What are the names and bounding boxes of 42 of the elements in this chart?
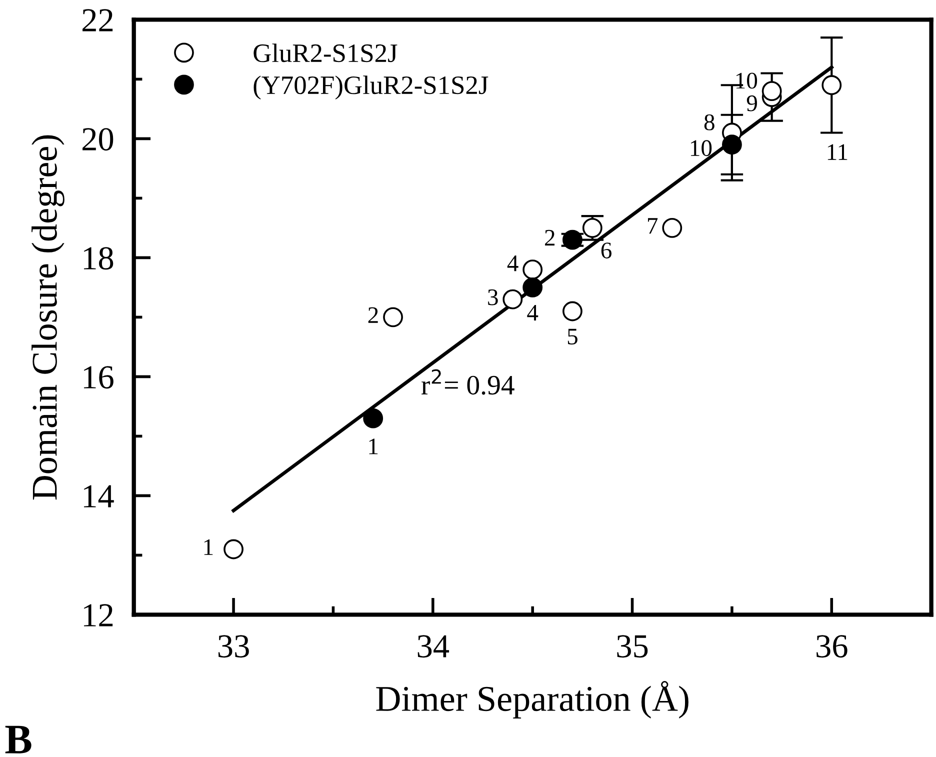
annotation: 5 [568, 328, 578, 345]
y-tick-label: 22 [82, 9, 113, 32]
annotation: 8 [704, 114, 714, 130]
annotation: 9 [746, 95, 757, 112]
legend-label: GluR2-S1S2J [254, 44, 398, 62]
text: B [5, 726, 32, 754]
point [224, 539, 244, 560]
annotation: 1 [204, 539, 213, 555]
point [383, 307, 403, 328]
point [562, 301, 582, 322]
point [722, 134, 742, 155]
point [522, 277, 543, 298]
point [522, 260, 543, 280]
x-tick-label: 36 [816, 635, 848, 658]
annotation: 6 [601, 242, 612, 258]
annotation: r$^{2}$= 0.94 [421, 369, 514, 395]
y-axis-title: Domain Closure (degree) [32, 135, 64, 500]
y-tick-label: 12 [84, 604, 113, 626]
point [762, 81, 782, 102]
y-tick-label: 20 [82, 128, 114, 151]
point [502, 289, 523, 310]
annotation: 10 [736, 72, 758, 89]
annotation: 7 [648, 218, 658, 234]
annotation: 2 [545, 230, 554, 246]
annotation: 4 [507, 256, 518, 272]
y-tick-label: 16 [84, 366, 114, 389]
annotation: 10 [690, 140, 712, 156]
y-tick-label: 18 [84, 247, 114, 270]
annotation: 11 [828, 144, 848, 160]
point [822, 75, 842, 96]
point [662, 218, 682, 238]
x-axis-title: Dimer Separation (Å) [376, 681, 688, 718]
x-tick-label: 33 [218, 635, 249, 658]
y-tick-label: 14 [84, 485, 114, 508]
legend-label: (Y702F)GluR2-S1S2J [254, 76, 488, 100]
annotation: 3 [488, 289, 498, 306]
annotation: 1 [369, 438, 378, 454]
annotation: 2 [368, 307, 378, 323]
point [363, 408, 384, 428]
annotation: 4 [527, 304, 538, 320]
x-tick-label: 35 [617, 635, 648, 658]
x-tick-label: 34 [418, 635, 450, 658]
